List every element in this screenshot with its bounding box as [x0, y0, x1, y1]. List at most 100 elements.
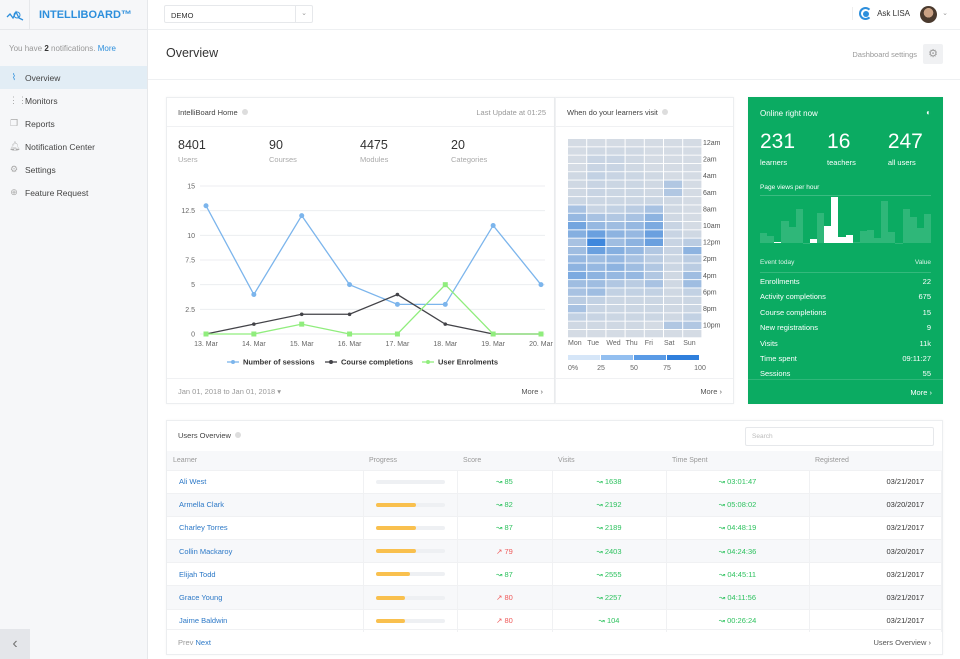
column-header[interactable]: Visits [552, 451, 666, 470]
hour-label: 6pm [703, 289, 717, 296]
dashboard-settings-link[interactable]: Dashboard settings [852, 50, 917, 59]
heatmap-cell [683, 246, 702, 255]
data-point [347, 282, 353, 288]
learner-link[interactable]: Charley Torres [179, 523, 228, 533]
prev-button[interactable]: Prev [178, 638, 194, 647]
trend-up-icon: ↝ [596, 546, 603, 556]
learner-link[interactable]: Collin Mackaroy [179, 546, 233, 556]
event-row: Enrollments 22 [760, 277, 931, 292]
online-more-link[interactable]: More › [910, 388, 932, 397]
legend-item-1[interactable]: Course completions [325, 358, 413, 367]
users-overview-link[interactable]: Users Overview › [873, 638, 931, 647]
info-icon[interactable] [234, 432, 241, 438]
learner-link[interactable]: Armella Clark [179, 500, 225, 510]
more-label: More [700, 387, 718, 396]
trend-up-icon: ↝ [596, 500, 603, 510]
heatmap-cell [683, 263, 702, 271]
column-header[interactable]: Progress [363, 451, 457, 470]
card-title: Users Overview [178, 431, 231, 440]
copy-icon: ❐ [9, 118, 19, 128]
column-header[interactable]: Score [457, 451, 552, 470]
heatmap-cell [568, 288, 587, 296]
sidebar-item-feature-request[interactable]: ⊕ Feature Request [0, 181, 147, 204]
heatmap-cell [568, 246, 587, 255]
logo[interactable]: INTELLIBOARD™ [0, 0, 147, 30]
learner-link[interactable]: Ali West [179, 477, 207, 487]
scale-label: 25 [597, 365, 605, 372]
chevron-down-icon[interactable]: ⌄ [942, 10, 948, 17]
heatmap-cell [683, 296, 702, 305]
heatmap-cell [644, 222, 663, 230]
intelliboard-home-card: IntelliBoard Home Last Update at 01:25 8… [166, 97, 555, 404]
sidebar-item-notification-center[interactable]: 🔔︎ Notification Center [0, 135, 147, 158]
heatmap-cell [664, 305, 683, 313]
heatmap-cell [606, 139, 625, 147]
column-header[interactable]: Registered [809, 451, 942, 470]
x-tick-label: 18. Mar [433, 341, 457, 348]
ask-lisa-button[interactable]: Ask LISA [852, 7, 910, 20]
contrast-icon[interactable]: ◐ [926, 108, 931, 117]
scale-segment [568, 355, 600, 360]
learner-link[interactable]: Jaime Baldwin [179, 616, 228, 626]
x-tick-label: 20. Mar [529, 341, 553, 348]
learner-link[interactable]: Elijah Todd [179, 569, 216, 579]
sidebar-item-overview[interactable]: ⌇ Overview [0, 66, 147, 89]
heatmap-cell [568, 205, 587, 213]
avatar[interactable] [920, 6, 937, 23]
heatmap-cell [606, 213, 625, 222]
sidebar-item-settings[interactable]: ⚙ Settings [0, 158, 147, 181]
search-input[interactable]: Search [745, 427, 934, 446]
card-title: When do your learners visit [567, 108, 658, 117]
legend-item-0[interactable]: Number of sessions [227, 358, 315, 367]
logo-icon [0, 0, 30, 30]
legend-marker [329, 360, 333, 364]
info-icon[interactable] [241, 109, 248, 115]
heatmap-cell [664, 172, 683, 180]
page-views-bar [874, 238, 882, 243]
heatmap-more-link[interactable]: More › [700, 387, 722, 396]
page-views-bar [866, 230, 874, 243]
heatmap-cell [606, 172, 625, 180]
home-more-link[interactable]: More › [521, 387, 543, 396]
x-tick-label: 19. Mar [481, 341, 505, 348]
page-views-bar [788, 227, 796, 243]
heatmap-cell [606, 147, 625, 155]
heatmap-cell [606, 271, 625, 280]
stat-users: 8401 Users [178, 138, 269, 164]
visits: 104 [606, 616, 620, 626]
heatmap-cell [625, 288, 644, 296]
heatmap-cell [625, 213, 644, 222]
heatmap-cell [568, 263, 587, 271]
collapse-sidebar-button[interactable]: ‹ [0, 629, 30, 659]
sidebar-item-reports[interactable]: ❐ Reports [0, 112, 147, 135]
dashboard-settings-gear-icon[interactable]: ⚙ [923, 44, 943, 64]
heatmap-cell [606, 197, 625, 205]
notif-more-link[interactable]: More [97, 44, 116, 53]
heatmap-cell [644, 263, 663, 271]
heatmap-cell [664, 263, 683, 271]
legend-label: Course completions [341, 358, 413, 367]
stat-label: Courses [269, 155, 297, 164]
org-select[interactable]: DEMO ⌄ [164, 5, 313, 23]
sidebar-item-monitors[interactable]: ⋮⋮ Monitors [0, 89, 147, 112]
hour-label: 4am [703, 173, 717, 180]
heatmap-cell [644, 280, 663, 288]
page-views-bar [852, 242, 860, 243]
next-button[interactable]: Next [195, 638, 211, 647]
page-views-label: Page views per hour [760, 184, 931, 196]
date-range-picker[interactable]: Jan 01, 2018 to Jan 01, 2018 ▾ [178, 387, 282, 396]
stat-courses: 90 Courses [269, 138, 360, 164]
registered-date: 03/21/2017 [886, 616, 925, 626]
legend-label: Number of sessions [243, 358, 315, 367]
heatmap-cell [568, 139, 587, 147]
heatmap-cell [683, 188, 702, 197]
heatmap-cell [587, 263, 606, 271]
heatmap-cell [625, 313, 644, 321]
column-header[interactable]: Learner [167, 451, 363, 470]
column-header[interactable]: Time Spent [666, 451, 809, 470]
info-icon[interactable] [661, 109, 668, 115]
heatmap-cell [664, 329, 683, 338]
legend-item-2[interactable]: User Enrolments [422, 358, 498, 367]
chevron-down-icon: ⌄ [295, 6, 312, 22]
learner-link[interactable]: Grace Young [179, 593, 223, 603]
